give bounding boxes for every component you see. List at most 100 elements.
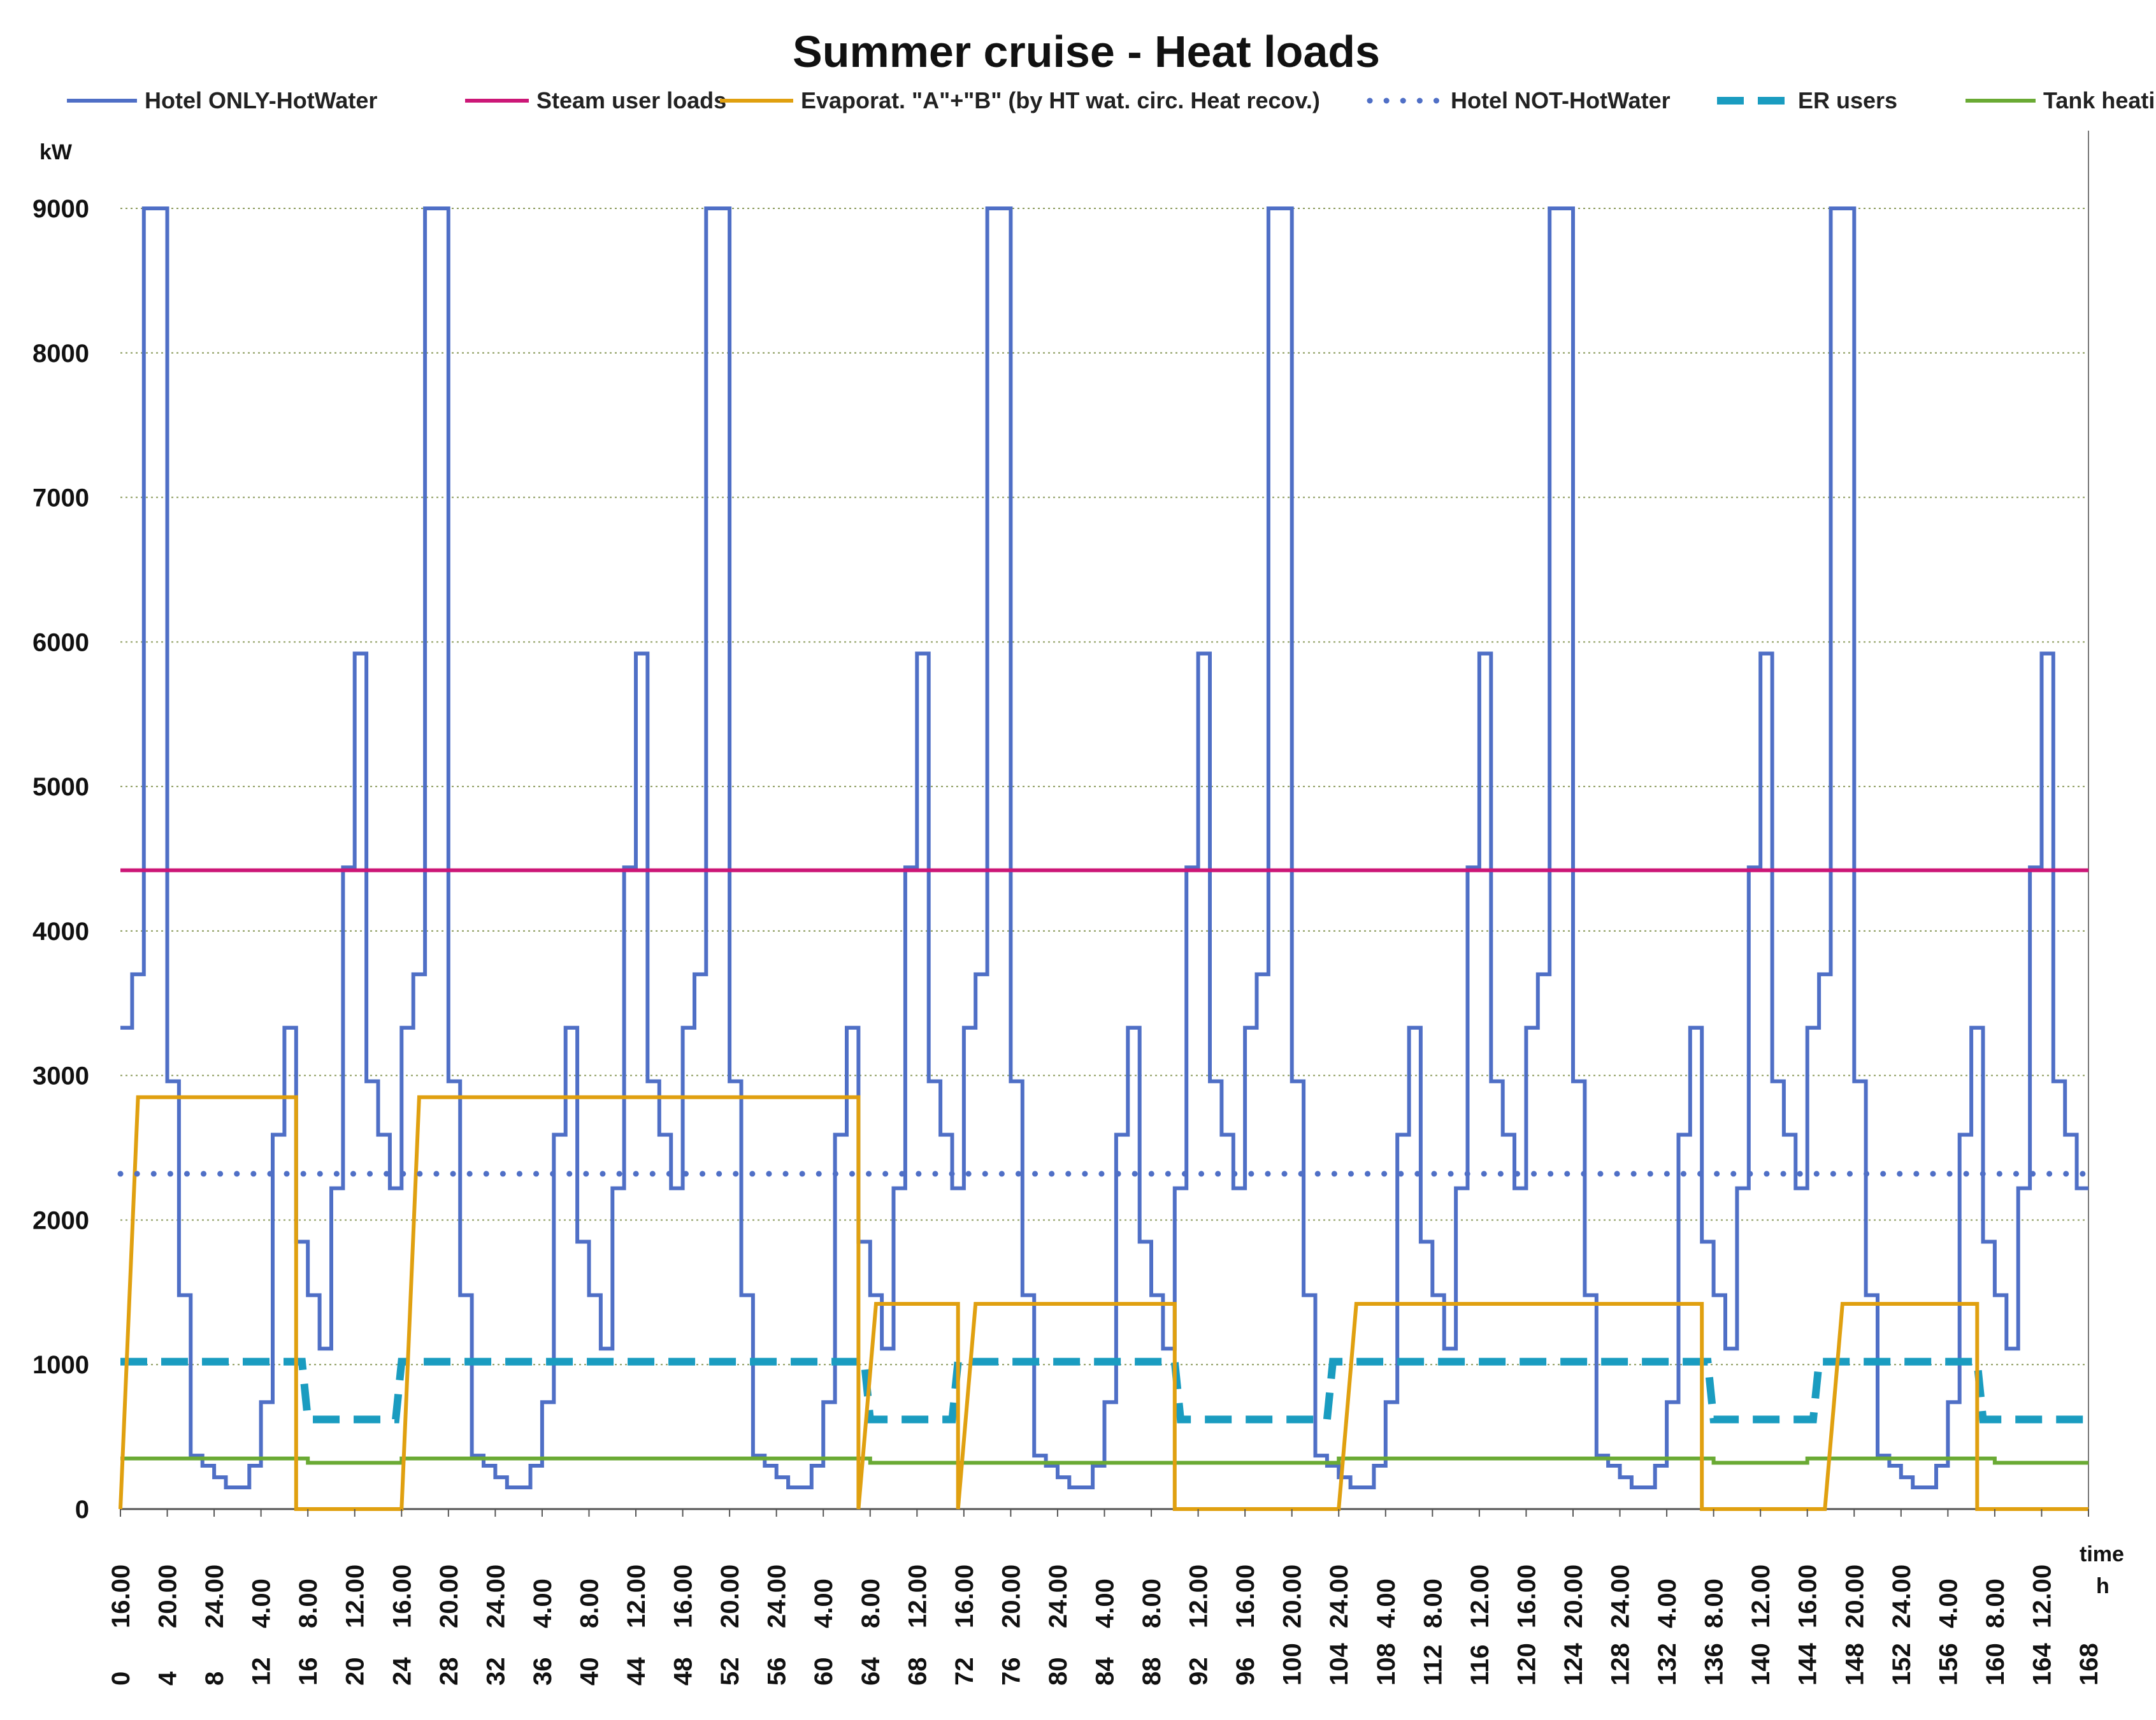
x-tick-label-clock: 16.00 <box>107 1565 135 1628</box>
y-tick-label: 8000 <box>32 340 89 368</box>
x-tick-label-hours: 20 <box>341 1658 370 1686</box>
x-tick-label-clock: 20.00 <box>1560 1565 1588 1628</box>
y-tick-label: 0 <box>75 1496 89 1524</box>
x-tick-label-hours: 124 <box>1560 1643 1588 1686</box>
x-tick-label-hours: 120 <box>1513 1643 1541 1686</box>
y-tick-label: 4000 <box>32 918 89 946</box>
x-tick-label-clock: 20.00 <box>1279 1565 1307 1628</box>
x-tick-label-hours: 60 <box>810 1658 838 1686</box>
x-tick-label-hours: 160 <box>1981 1643 2009 1686</box>
x-tick-label-clock: 16.00 <box>1794 1565 1822 1628</box>
x-tick-label-hours: 72 <box>951 1658 979 1686</box>
x-tick-label-clock: 4.00 <box>1934 1579 1962 1628</box>
x-tick-label-clock: 4.00 <box>1091 1579 1119 1628</box>
series-line-2 <box>119 1095 2088 1511</box>
series-group <box>117 206 2092 1511</box>
x-tick-label-hours: 40 <box>575 1658 603 1686</box>
y-axis-label: kW <box>40 140 73 164</box>
x-tick-label-hours: 48 <box>670 1658 698 1686</box>
x-tick-label-hours: 136 <box>1700 1643 1728 1686</box>
x-tick-label-clock: 12.00 <box>341 1565 370 1628</box>
x-tick-label-clock: 4.00 <box>529 1579 557 1628</box>
x-tick-label-hours: 24 <box>388 1657 416 1686</box>
x-tick-label-clock: 24.00 <box>1044 1565 1072 1628</box>
x-tick-label-hours: 0 <box>107 1672 135 1686</box>
x-tick-label-clock: 16.00 <box>951 1565 979 1628</box>
x-tick-label-hours: 4 <box>154 1671 182 1686</box>
x-tick-label-clock: 12.00 <box>903 1565 931 1628</box>
x-tick-label-hours: 36 <box>529 1658 557 1686</box>
x-tick-label-clock: 8.00 <box>1419 1579 1447 1628</box>
x-tick-label-hours: 28 <box>435 1658 463 1686</box>
x-tick-label-hours: 112 <box>1419 1644 1447 1686</box>
x-tick-label-hours: 12 <box>248 1658 276 1686</box>
chart-title: Summer cruise - Heat loads <box>793 27 1380 76</box>
x-tick-label-clock: 24.00 <box>1325 1565 1353 1628</box>
legend-label-3: Hotel NOT-HotWater <box>1451 87 1671 113</box>
x-tick-label-clock: 24.00 <box>482 1565 510 1628</box>
x-axis-label-time: time <box>2080 1542 2124 1566</box>
x-tick-label-clock: 4.00 <box>1372 1579 1400 1628</box>
x-tick-label-clock: 16.00 <box>1232 1565 1260 1628</box>
x-tick-label-hours: 144 <box>1794 1643 1822 1686</box>
x-tick-label-hours: 104 <box>1325 1643 1353 1686</box>
y-tick-label: 3000 <box>32 1062 89 1090</box>
y-axis-ticks: 0 1000 2000 3000 4000 5000 6000 7000 8000 9000 <box>32 195 89 1524</box>
x-tick-label-clock: 12.00 <box>622 1565 650 1628</box>
x-tick-label-clock: 20.00 <box>716 1565 744 1628</box>
x-tick-label-clock: 12.00 <box>1466 1565 1494 1628</box>
x-tick-label-clock: 4.00 <box>810 1579 838 1628</box>
x-tick-label-clock: 8.00 <box>1981 1579 2009 1628</box>
x-tick-label-clock: 8.00 <box>857 1579 885 1628</box>
x-tick-label-clock: 12.00 <box>1185 1565 1213 1628</box>
x-tick-label-hours: 100 <box>1279 1643 1307 1686</box>
x-tick-label-hours: 96 <box>1232 1658 1260 1686</box>
x-tick-label-clock: 12.00 <box>2028 1565 2056 1628</box>
x-tick-label-clock: 4.00 <box>248 1579 276 1628</box>
x-tick-label-hours: 156 <box>1934 1643 1962 1686</box>
x-tick-label-clock: 24.00 <box>1607 1565 1635 1628</box>
x-tick-label-clock: 20.00 <box>154 1565 182 1628</box>
x-tick-label-clock: 16.00 <box>1513 1565 1541 1628</box>
legend-label-1: Steam user loads <box>536 87 726 113</box>
x-tick-label-hours: 164 <box>2028 1643 2056 1686</box>
x-tick-label-hours: 132 <box>1653 1643 1681 1686</box>
x-tick-label-hours: 80 <box>1044 1658 1072 1686</box>
x-tick-label-hours: 76 <box>997 1658 1025 1686</box>
legend: Hotel ONLY-HotWater Steam user loads Evapo… <box>67 87 2156 113</box>
y-tick-label: 7000 <box>32 484 89 512</box>
x-axis-ticks: 0 4 8 12 16 20 24 28 32 36 40 44 48 52 56 60 64 68 72 76 80 8… <box>107 1509 2103 1686</box>
x-axis-label-hours: h <box>2096 1574 2109 1598</box>
x-tick-label-clock: 24.00 <box>201 1565 229 1628</box>
x-tick-label-clock: 24.00 <box>1888 1565 1916 1628</box>
x-tick-label-clock: 16.00 <box>388 1565 416 1628</box>
x-tick-label-hours: 64 <box>857 1657 885 1686</box>
x-tick-label-hours: 8 <box>201 1672 229 1686</box>
x-tick-label-clock: 4.00 <box>1653 1579 1681 1628</box>
x-tick-label-hours: 56 <box>763 1658 791 1686</box>
x-tick-label-hours: 92 <box>1185 1658 1213 1686</box>
x-tick-label-clock: 8.00 <box>294 1579 322 1628</box>
x-tick-label-hours: 140 <box>1747 1643 1775 1686</box>
x-tick-label-hours: 152 <box>1888 1643 1916 1686</box>
x-tick-label-hours: 44 <box>622 1657 650 1686</box>
x-tick-label-hours: 128 <box>1607 1643 1635 1686</box>
x-tick-label-hours: 108 <box>1372 1643 1400 1686</box>
y-tick-label: 9000 <box>32 195 89 223</box>
legend-label-2: Evaporat. "A"+"B" (by HT wat. circ. Heat… <box>801 87 1320 113</box>
y-tick-label: 2000 <box>32 1206 89 1234</box>
x-tick-label-hours: 52 <box>716 1658 744 1686</box>
series-line-4 <box>120 1357 2088 1424</box>
x-tick-label-hours: 68 <box>903 1658 931 1686</box>
x-tick-label-hours: 32 <box>482 1658 510 1686</box>
x-tick-label-hours: 116 <box>1466 1644 1494 1686</box>
x-tick-label-hours: 16 <box>294 1658 322 1686</box>
x-tick-label-hours: 168 <box>2075 1643 2103 1686</box>
x-tick-label-hours: 88 <box>1138 1658 1166 1686</box>
series-line-5 <box>120 1456 2088 1465</box>
x-tick-label-clock: 8.00 <box>575 1579 603 1628</box>
legend-label-0: Hotel ONLY-HotWater <box>145 87 377 113</box>
x-tick-label-clock: 8.00 <box>1700 1579 1728 1628</box>
legend-label-4: ER users <box>1798 87 1897 113</box>
